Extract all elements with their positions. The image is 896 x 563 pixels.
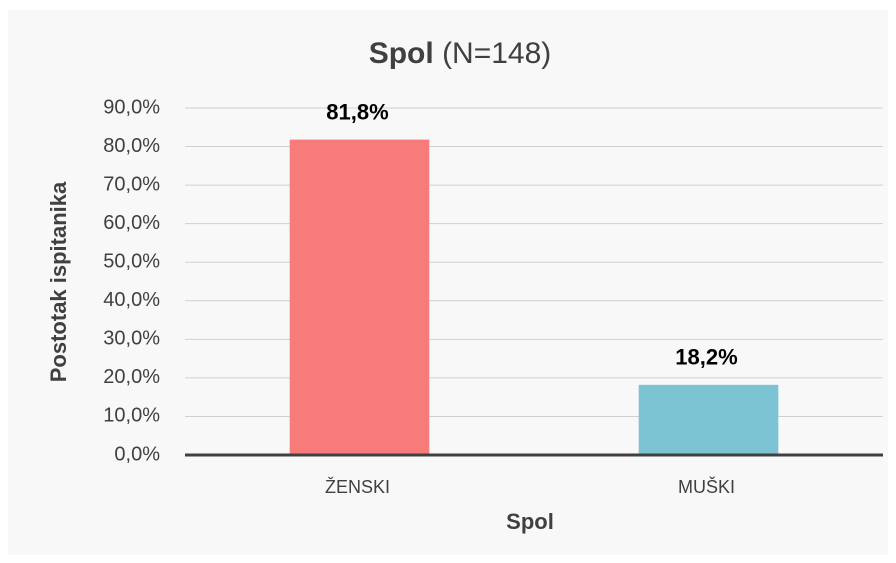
y-tick-label: 0,0% bbox=[114, 443, 160, 465]
y-axis-title: Postotak ispitanika bbox=[46, 181, 71, 382]
chart-title: Spol (N=148) bbox=[369, 37, 552, 70]
y-tick-label: 70,0% bbox=[103, 173, 160, 195]
y-tick-label: 80,0% bbox=[103, 135, 160, 157]
chart-background bbox=[8, 10, 888, 555]
y-tick-label: 10,0% bbox=[103, 405, 160, 427]
data-label: 18,2% bbox=[675, 345, 737, 370]
x-tick-label: MUŠKI bbox=[678, 476, 735, 497]
title-main: Spol bbox=[369, 37, 434, 70]
bar bbox=[289, 139, 430, 456]
y-tick-label: 50,0% bbox=[103, 251, 160, 273]
y-tick-label: 60,0% bbox=[103, 212, 160, 234]
y-tick-label: 90,0% bbox=[103, 96, 160, 118]
x-axis-title: Spol bbox=[506, 509, 554, 534]
data-label: 81,8% bbox=[326, 99, 388, 124]
title-suffix: (N=148) bbox=[442, 37, 551, 70]
y-tick-label: 30,0% bbox=[103, 328, 160, 350]
bar bbox=[638, 384, 779, 455]
y-tick-label: 20,0% bbox=[103, 366, 160, 388]
x-tick-label: ŽENSKI bbox=[325, 477, 390, 497]
y-tick-label: 40,0% bbox=[103, 289, 160, 311]
